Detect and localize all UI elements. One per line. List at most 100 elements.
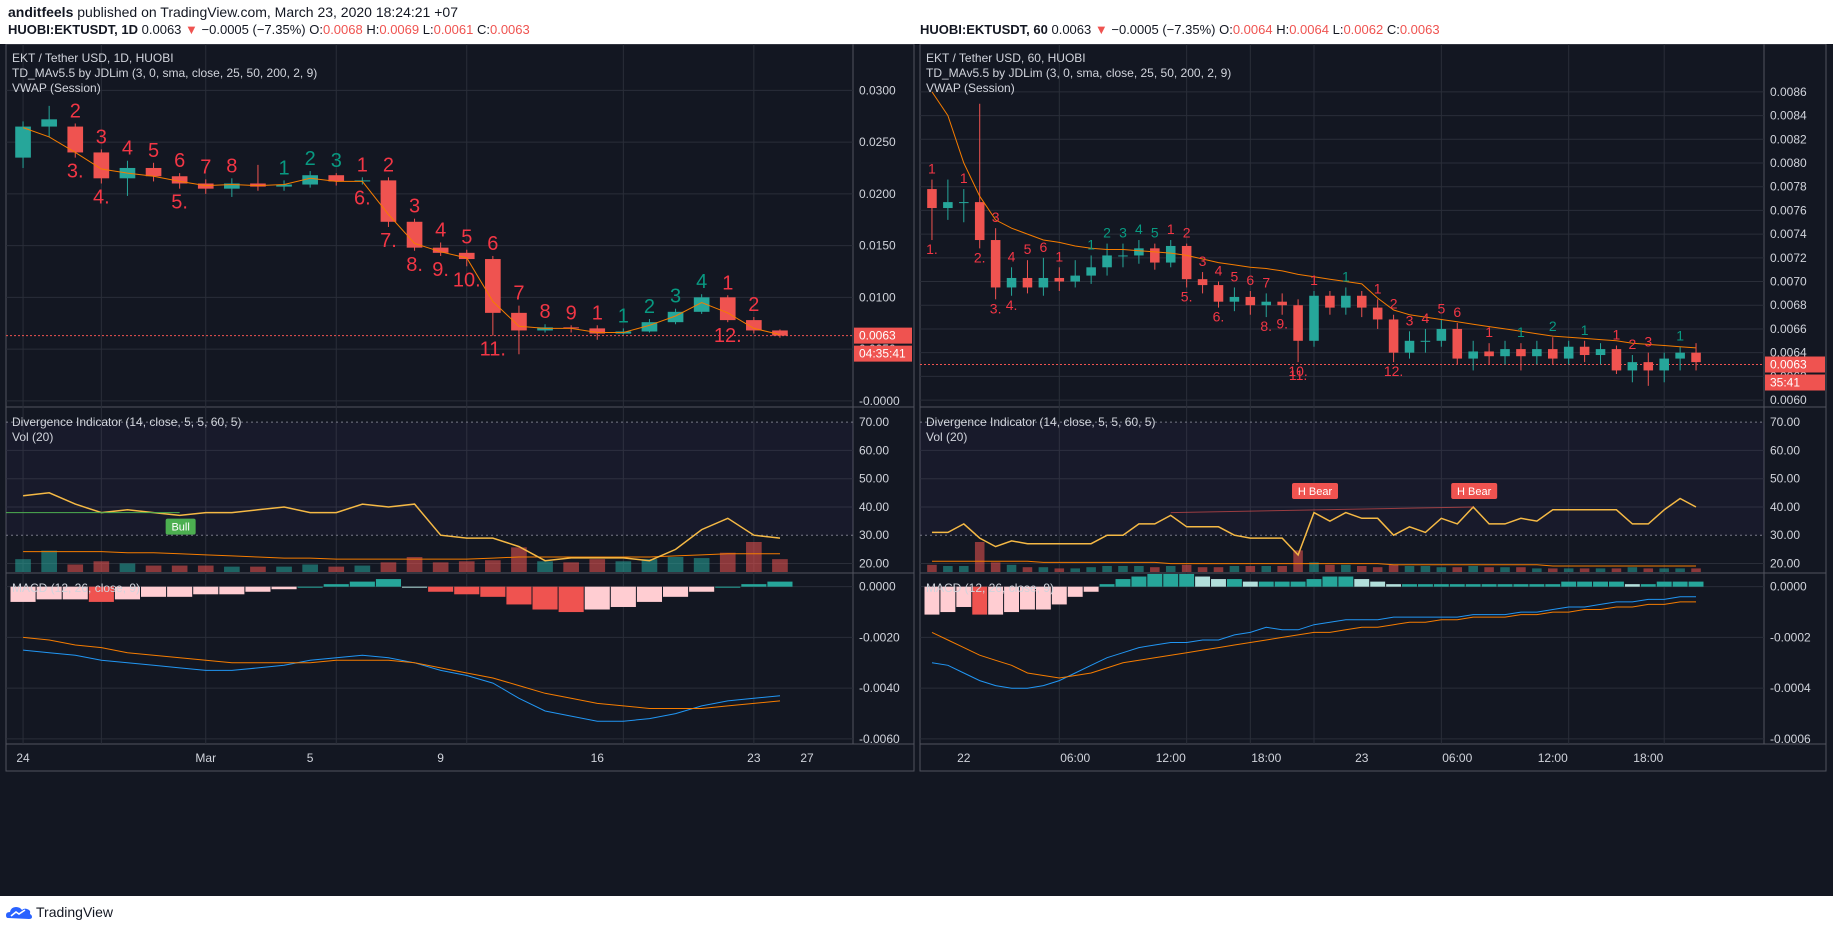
candle [1102, 255, 1112, 268]
td-count-label: 2 [1183, 225, 1191, 241]
macd-histogram-bar [1640, 584, 1656, 587]
down-arrow-icon: ▼ [185, 22, 198, 37]
macd-histogram-bar [323, 584, 349, 587]
td-count-label: 4 [1135, 221, 1143, 237]
volume-bar [563, 562, 579, 572]
macd-histogram-bar [454, 586, 480, 595]
td-count-label: 1 [960, 170, 968, 186]
volume-bar [511, 547, 527, 572]
indicator-td-label: TD_MAv5.5 by JDLim (3, 0, sma, close, 25… [926, 66, 1231, 80]
close-value-daily: 0.0063 [489, 22, 530, 37]
change-hourly: −0.0005 (−7.35%) [1111, 22, 1216, 37]
td-count-label: 7 [200, 156, 211, 178]
candle [563, 327, 579, 329]
candle [171, 176, 188, 184]
macd-histogram-bar [506, 586, 532, 605]
macd-histogram-bar [924, 586, 940, 615]
macd-histogram-bar [1513, 584, 1529, 587]
td-count-label: 5 [148, 140, 159, 162]
time-tick-label: 06:00 [1442, 751, 1472, 765]
divergence-line [932, 497, 1697, 557]
volume-bar [615, 561, 632, 572]
macd-histogram-bar [1433, 584, 1449, 587]
td-count-label: 12. [1384, 363, 1403, 379]
macd-histogram-bar [1529, 584, 1545, 587]
macd-histogram-bar [558, 586, 584, 613]
td-count-label: 2. [974, 249, 986, 265]
candle [1038, 277, 1049, 288]
macd-tick-label: -0.0060 [859, 732, 900, 746]
candle [693, 297, 710, 312]
price-tick-label: 0.0070 [1770, 275, 1807, 289]
td-count-label: 1 [1087, 236, 1095, 252]
candle [1022, 277, 1033, 288]
candle [1006, 277, 1017, 288]
candle [406, 221, 423, 248]
td-count-label: 2 [1628, 336, 1636, 352]
macd-histogram-bar [271, 586, 297, 590]
volume-bar [1054, 568, 1065, 572]
volume-bar [1102, 566, 1112, 572]
macd-histogram-bar [375, 579, 401, 587]
macd-histogram-bar [1211, 579, 1226, 587]
author-name[interactable]: anditfeels [8, 4, 74, 20]
price-tick-label: 0.0072 [1770, 251, 1807, 265]
td-count-label: 5 [1231, 268, 1239, 284]
charts-canvas[interactable]: 0.03000.02500.02000.01500.01000.0050-0.0… [0, 44, 1833, 896]
volume-bar [772, 559, 788, 572]
volume-bar [537, 561, 553, 572]
candle [1325, 295, 1335, 308]
td-count-label: 5 [461, 227, 472, 249]
div-tick-label: 30.00 [1770, 528, 1800, 542]
bear-divergence-line [1170, 506, 1474, 514]
td-count-label: 5 [1151, 225, 1159, 241]
td-count-label: 3 [331, 150, 342, 172]
candle [746, 320, 762, 331]
macd-histogram-bar [1242, 581, 1258, 587]
change-daily: −0.0005 (−7.35%) [201, 22, 306, 37]
macd-histogram-bar [480, 586, 506, 597]
candle [1659, 358, 1669, 371]
tradingview-logo-icon[interactable] [6, 904, 32, 920]
price-tick-label: 0.0068 [1770, 298, 1807, 312]
macd-histogram-bar [245, 586, 271, 592]
candle [380, 180, 397, 222]
candle [1245, 296, 1256, 306]
div-tick-label: 70.00 [1770, 415, 1800, 429]
price-tick-label: -0.0000 [859, 394, 900, 408]
volume-bar [746, 542, 762, 572]
volume-bar [1611, 568, 1622, 572]
macd-histogram-bar [1370, 581, 1386, 587]
macd-histogram-bar [1290, 581, 1306, 587]
tradingview-brand[interactable]: TradingView [36, 904, 114, 920]
candle [250, 183, 266, 187]
time-tick-label: 27 [800, 751, 814, 765]
open-label-daily: O: [309, 22, 323, 37]
volume-bar [171, 565, 188, 572]
macd-title: MACD (12, 26, close, 9) [12, 581, 140, 595]
volume-bar [1500, 567, 1510, 572]
price-tick-label: 0.0080 [1770, 156, 1807, 170]
volume-ma-line [932, 560, 1696, 567]
time-tick-label: 23 [747, 751, 761, 765]
div-tick-label: 40.00 [1770, 500, 1800, 514]
volume-bar [119, 563, 136, 572]
macd-histogram-bar [1020, 586, 1035, 610]
volume-bar [974, 542, 985, 572]
td-count-label: 1 [357, 154, 368, 176]
td-count-label: 3 [1199, 253, 1207, 269]
volume-bar [458, 561, 475, 572]
td-count-label: 2 [644, 296, 655, 318]
volume-bar [1436, 567, 1447, 572]
candle [1229, 296, 1240, 302]
price-tick-label: 0.0078 [1770, 180, 1807, 194]
bear-label-box [1451, 482, 1498, 499]
volume-bar [145, 565, 162, 572]
td-count-label: 9 [566, 302, 577, 324]
volume-bar [1086, 567, 1096, 572]
price-tick-label: 0.0066 [1770, 322, 1807, 336]
candle [1118, 255, 1128, 257]
volume-bar [1181, 564, 1192, 572]
candle [1293, 305, 1303, 341]
candle [1086, 267, 1096, 276]
